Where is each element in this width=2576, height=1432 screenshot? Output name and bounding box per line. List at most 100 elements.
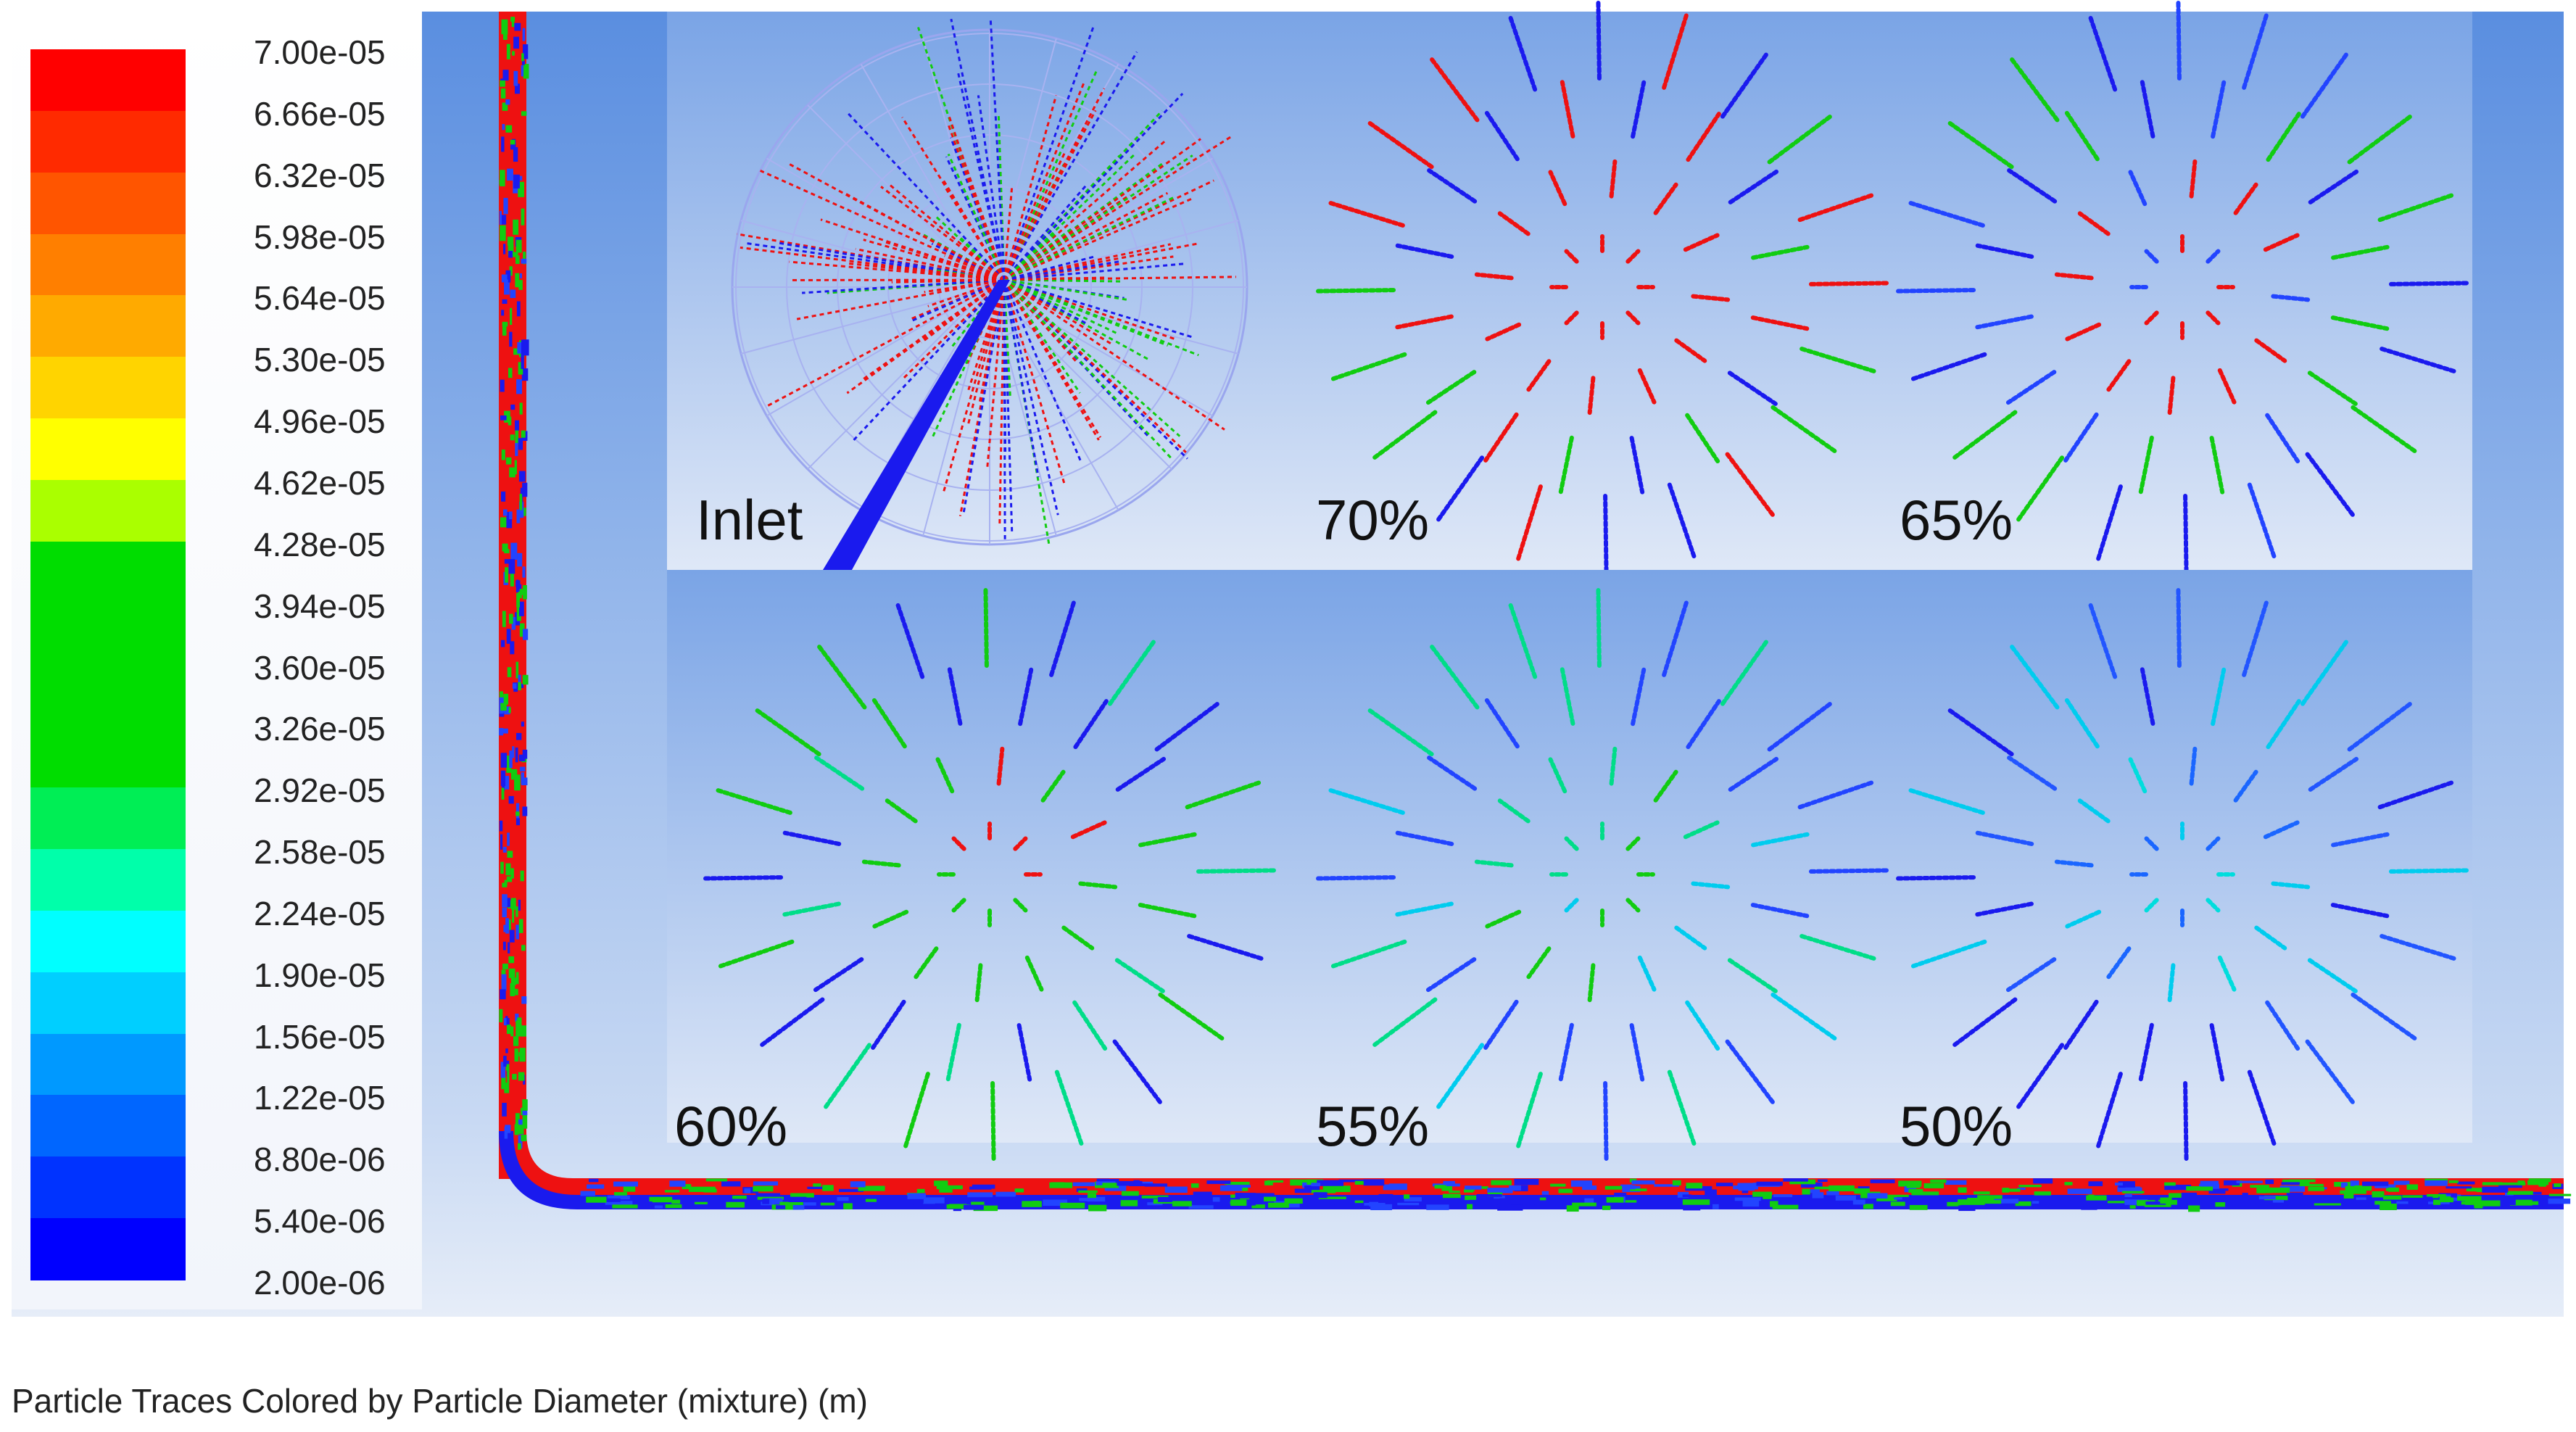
pipe-trace-speck (1716, 1183, 1734, 1187)
pipe-trace-speck (500, 861, 504, 874)
cross-section-trace (1484, 698, 1520, 749)
pipe-trace-speck (1076, 1188, 1088, 1192)
inlet-trace (1003, 279, 1082, 463)
pipe-trace-speck (500, 379, 505, 392)
cross-section-trace (2065, 322, 2102, 342)
pipe-trace-speck (1514, 1185, 1528, 1191)
pipe-trace-speck (1945, 1180, 1967, 1185)
cross-section-trace (2271, 294, 2311, 302)
cross-section-trace (1896, 288, 1976, 294)
pipe-trace-speck (1835, 1195, 1856, 1201)
colorbar-swatch (30, 910, 186, 973)
pipe-trace-speck (2279, 1185, 2306, 1192)
pipe-trace-speck (1909, 1204, 1928, 1210)
pipe-trace-speck (1854, 1188, 1871, 1194)
pipe-trace-speck (523, 585, 527, 600)
pipe-trace-speck (505, 918, 510, 934)
cross-section-trace (1767, 115, 1832, 165)
cross-section-trace (1330, 939, 1407, 969)
pipe-trace-speck (1979, 1200, 2002, 1204)
pipe-trace-speck (895, 1204, 914, 1207)
pipe-trace-speck (521, 368, 529, 381)
pipe-trace-speck (776, 1205, 786, 1209)
pipe-trace-speck (499, 728, 504, 736)
pipe-trace-speck (516, 509, 521, 523)
pipe-trace-speck (1404, 1197, 1422, 1202)
pipe-trace-speck (512, 746, 515, 758)
pipe-trace-speck (2145, 1201, 2166, 1205)
cross-section-trace (2271, 881, 2311, 890)
pipe-trace-speck (517, 552, 523, 567)
pipe-trace-speck (1894, 1197, 1902, 1200)
cross-section-trace (2233, 769, 2258, 803)
pipe-trace-speck (1465, 1185, 1482, 1190)
pipe-trace-speck (1509, 1185, 1521, 1191)
pipe-trace-speck (2272, 1199, 2285, 1203)
cross-section-trace (1427, 756, 1478, 791)
pipe-trace-speck (726, 1201, 745, 1208)
cross-section-trace (914, 946, 939, 980)
cross-section-trace (2054, 859, 2094, 868)
pipe-trace-speck (2164, 1182, 2176, 1186)
cross-section-trace (1625, 310, 1641, 326)
cross-section-trace (2380, 934, 2456, 961)
pipe-trace-speck (2256, 1197, 2265, 1203)
pipe-trace-speck (1863, 1204, 1873, 1209)
pipe-trace-speck (501, 491, 506, 502)
pipe-trace-speck (1911, 1191, 1939, 1196)
pipe-trace-speck (1188, 1205, 1214, 1209)
cross-section-trace (1564, 310, 1579, 326)
pipe-trace-speck (519, 1028, 523, 1036)
pipe-trace-speck (2067, 1196, 2085, 1200)
pipe-trace-speck (506, 756, 512, 773)
pipe-trace-speck (2033, 1178, 2053, 1184)
cross-section-trace (1674, 925, 1707, 951)
pipe-trace-speck (2114, 1183, 2123, 1186)
pipe-trace-speck (1495, 1196, 1505, 1199)
pipe-trace-speck (501, 787, 505, 800)
pipe-trace-speck (2467, 1187, 2474, 1191)
cross-section-trace (1395, 243, 1454, 259)
cross-section-trace (1910, 939, 1987, 969)
pipe-trace-speck (522, 1099, 528, 1111)
colorbar-tick-label: 3.26e-05 (254, 710, 386, 748)
pipe-trace-speck (2281, 1182, 2300, 1185)
pipe-trace-speck (510, 977, 516, 985)
cross-section-trace (1720, 640, 1768, 706)
pipe-trace-speck (509, 511, 513, 520)
cross-section-trace (2247, 1069, 2277, 1146)
cross-section-trace (1497, 211, 1531, 236)
inlet-trace (945, 156, 1006, 281)
cross-section-trace (2138, 435, 2154, 494)
pipe-trace-speck (515, 420, 519, 431)
pipe-trace-speck (520, 683, 524, 688)
pipe-trace-speck (500, 640, 505, 647)
pipe-trace-speck (1908, 1188, 1923, 1193)
pipe-trace-speck (2343, 1193, 2354, 1199)
pipe-trace-speck (2188, 1205, 2200, 1212)
cross-section-trace (1728, 756, 1779, 792)
cross-section-trace (1975, 243, 2034, 259)
cross-section-trace (1685, 413, 1720, 464)
inlet-trace (930, 279, 1006, 439)
pipe-trace-speck (1548, 1202, 1560, 1208)
cross-section-trace (2106, 359, 2132, 392)
cross-section-trace (2330, 903, 2390, 919)
pipe-trace-speck (1539, 1197, 1546, 1201)
cross-section-trace (2206, 836, 2221, 851)
pipe-trace-speck (2506, 1191, 2533, 1195)
cross-section-trace (1808, 868, 1889, 874)
inlet-trace (1003, 134, 1234, 281)
cross-section-trace (760, 997, 825, 1047)
pipe-trace-speck (504, 549, 510, 554)
cross-section-trace (1395, 901, 1454, 917)
cross-section-trace (2233, 182, 2258, 215)
cross-section-trace (1054, 1069, 1084, 1146)
pipe-trace-speck (1246, 1201, 1256, 1206)
cross-section-trace (2065, 909, 2102, 929)
pipe-trace-speck (1752, 1191, 1773, 1197)
pipe-trace-speck (508, 707, 511, 713)
inlet-trace (1003, 278, 1178, 342)
pipe-trace-speck (515, 442, 518, 456)
pipe-trace-speck (1404, 1194, 1410, 1199)
